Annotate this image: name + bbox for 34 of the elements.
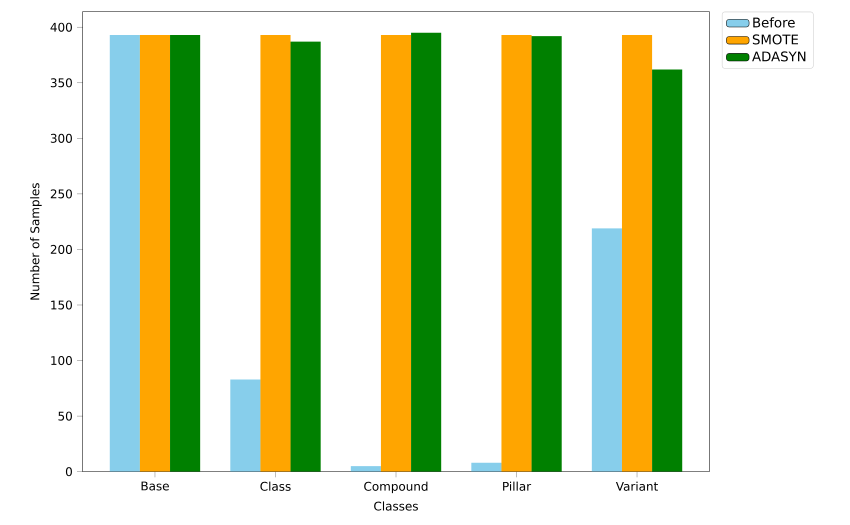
bar [652, 69, 682, 472]
bar [350, 466, 381, 472]
y-tick-label: 250 [50, 189, 72, 198]
legend-label: SMOTE [752, 34, 798, 44]
y-tick-label: 400 [50, 22, 72, 32]
x-tick-label: Compound [364, 482, 428, 494]
bar [110, 34, 140, 472]
bar [411, 32, 442, 472]
x-axis-title: Classes [374, 501, 418, 511]
x-tick-label: Pillar [503, 482, 532, 491]
x-tick-label: Class [260, 482, 291, 491]
y-tick-label: 100 [51, 356, 72, 366]
bar [471, 462, 502, 472]
bar [622, 34, 652, 472]
y-tick-label: 150 [51, 300, 72, 310]
bar [260, 34, 291, 472]
bar [501, 34, 532, 472]
y-tick-label: 300 [50, 134, 72, 143]
legend-label: Before [753, 17, 795, 28]
bar [532, 36, 562, 472]
y-tick-label: 50 [58, 412, 72, 421]
legend-label: ADASYN [752, 51, 806, 62]
y-tick-label: 200 [50, 244, 72, 254]
bar [592, 228, 622, 472]
bar [380, 34, 412, 472]
y-tick-label: 350 [50, 78, 72, 88]
x-tick-label: Base [142, 482, 169, 490]
x-tick-label: Variant [616, 482, 658, 491]
y-axis-title: Number of Samples [30, 183, 42, 300]
bar [140, 34, 170, 472]
bar [170, 34, 200, 472]
y-tick-label: 0 [66, 467, 72, 476]
bar [230, 379, 260, 472]
bar [290, 42, 321, 472]
